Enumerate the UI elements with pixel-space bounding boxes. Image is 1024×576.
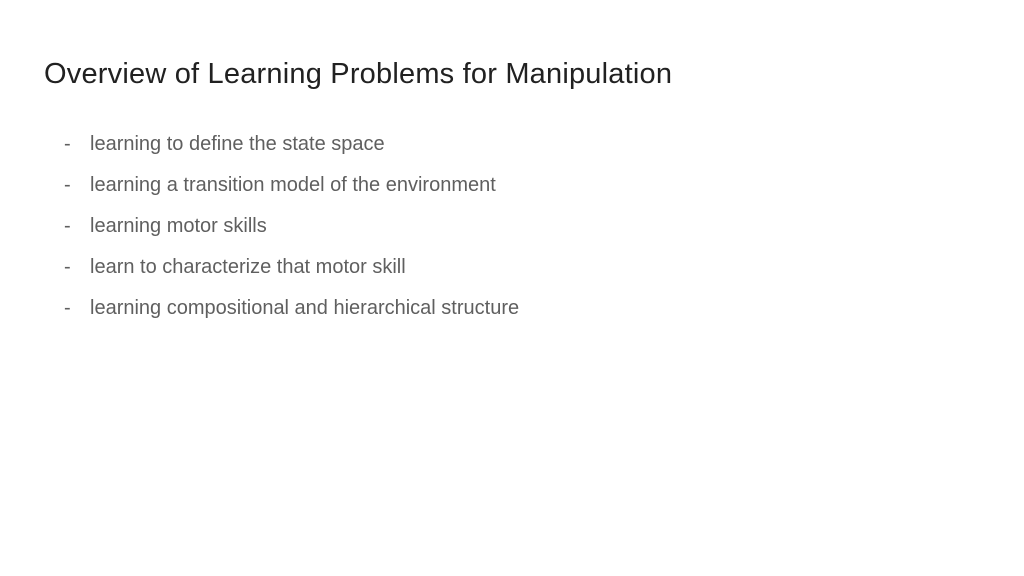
bullet-text: learning compositional and hierarchical … — [90, 295, 980, 322]
dash-icon: - — [64, 131, 90, 158]
dash-icon: - — [64, 295, 90, 322]
dash-icon: - — [64, 213, 90, 240]
list-item: - learning compositional and hierarchica… — [64, 295, 980, 322]
bullet-text: learning to define the state space — [90, 131, 980, 158]
list-item: - learning to define the state space — [64, 131, 980, 158]
bullet-text: learning a transition model of the envir… — [90, 172, 980, 199]
bullet-text: learn to characterize that motor skill — [90, 254, 980, 281]
list-item: - learning a transition model of the env… — [64, 172, 980, 199]
dash-icon: - — [64, 254, 90, 281]
bullet-list: - learning to define the state space - l… — [44, 131, 980, 322]
dash-icon: - — [64, 172, 90, 199]
list-item: - learn to characterize that motor skill — [64, 254, 980, 281]
slide-title: Overview of Learning Problems for Manipu… — [44, 58, 980, 91]
list-item: - learning motor skills — [64, 213, 980, 240]
bullet-text: learning motor skills — [90, 213, 980, 240]
slide: Overview of Learning Problems for Manipu… — [0, 0, 1024, 576]
